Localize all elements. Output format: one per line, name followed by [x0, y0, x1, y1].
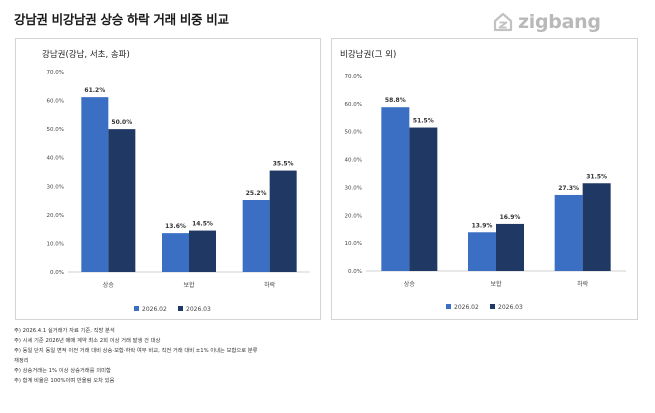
data-label: 13.6% — [165, 223, 186, 230]
y-tick-label: 30.0% — [345, 185, 362, 191]
bar — [496, 223, 524, 271]
y-tick-label: 10.0% — [345, 241, 362, 247]
x-tick-label: 상승 — [404, 280, 416, 288]
chart-title: 비강남권(그 외) — [340, 50, 397, 60]
y-tick-label: 0.0% — [348, 269, 362, 275]
y-tick-label: 70.0% — [345, 74, 362, 80]
y-tick-label: 60.0% — [345, 102, 362, 108]
x-tick-label: 하락 — [577, 280, 589, 288]
data-label: 27.3% — [558, 185, 579, 192]
data-label: 14.5% — [192, 221, 213, 228]
footnote: 주) 상승거래는 1% 이상 상승거래를 의미함 — [14, 368, 111, 374]
bar — [108, 129, 136, 272]
bar — [381, 107, 410, 271]
x-tick-label: 보합 — [490, 280, 502, 288]
data-label: 51.5% — [413, 118, 434, 125]
y-tick-label: 50.0% — [345, 130, 362, 136]
y-tick-label: 70.0% — [47, 70, 64, 76]
legend-swatch — [134, 306, 139, 311]
chart-panel-non-gangnam: 비강남권(그 외) 0.0% 10.0% 20.0% 30.0% 40.0% 50.0% 6… — [331, 38, 638, 320]
y-tick-label: 0.0% — [50, 270, 64, 276]
data-label: 50.0% — [111, 119, 132, 126]
legend-label: 2026.02 — [142, 306, 167, 313]
footnote: 주) 시세 기준 2026년 매매 계약 최소 2회 이상 거래 발생 건 대상 — [14, 338, 161, 344]
legend-swatch — [490, 304, 495, 309]
y-tick-label: 20.0% — [47, 213, 64, 219]
bar-chart-gangnam: 0.0% 10.0% 20.0% 30.0% 40.0% 50.0% 60.0% 70.0% 6… — [47, 70, 310, 313]
bar — [554, 194, 583, 271]
data-label: 61.2% — [84, 87, 105, 94]
bar — [81, 97, 109, 272]
chart-title: 강남권(강남, 서초, 송파) — [42, 50, 130, 60]
legend-swatch — [446, 304, 451, 309]
bar — [468, 232, 496, 271]
x-tick-label: 하락 — [264, 281, 276, 289]
y-tick-label: 30.0% — [47, 184, 64, 190]
x-tick-label: 상승 — [103, 281, 115, 289]
chart-panel-gangnam: 강남권(강남, 서초, 송파) 0.0% 10.0% 20.0% 30.0% 40.0%… — [15, 38, 321, 320]
bar — [269, 170, 297, 272]
bar — [189, 230, 216, 272]
data-label: 31.5% — [586, 173, 607, 180]
footnote: 재정리 — [14, 358, 29, 364]
data-label: 25.2% — [246, 190, 267, 197]
data-label: 58.8% — [385, 97, 406, 104]
legend-label: 2026.03 — [498, 304, 523, 311]
y-tick-label: 50.0% — [47, 127, 64, 133]
y-tick-label: 10.0% — [47, 241, 64, 247]
data-label: 35.5% — [273, 161, 294, 168]
legend-label: 2026.03 — [186, 306, 211, 313]
logo-text: zigbang — [518, 11, 601, 33]
footnote: 주) 2026.4.1 실거래가 자료 기준, 직방 분석 — [14, 328, 115, 334]
bar — [409, 127, 438, 272]
y-tick-label: 60.0% — [47, 99, 64, 105]
bar — [162, 233, 189, 272]
x-tick-label: 보합 — [183, 281, 195, 289]
legend-label: 2026.02 — [454, 304, 479, 311]
footnote: 주) 동일 단지 동일 면적 이전 거래 대비 상승·보합·하락 여부 비교, … — [14, 348, 258, 354]
bar — [582, 183, 611, 271]
page-title: 강남권 비강남권 상승 하락 거래 비중 비교 — [14, 12, 229, 27]
zigbang-logo: zigbang — [493, 11, 601, 33]
y-tick-label: 40.0% — [345, 158, 362, 164]
data-label: 13.9% — [472, 222, 493, 229]
data-label: 16.9% — [500, 214, 521, 221]
y-tick-label: 20.0% — [345, 213, 362, 219]
y-tick-label: 40.0% — [47, 156, 64, 162]
legend-swatch — [178, 306, 183, 311]
house-icon — [493, 12, 513, 32]
footnotes: 주) 2026.4.1 실거래가 자료 기준, 직방 분석 주) 시세 기준 2… — [14, 326, 644, 386]
bar — [242, 200, 270, 272]
footnote: 주) 합계 비율은 100%이며 반올림 오차 있음 — [14, 378, 115, 384]
bar-chart-non-gangnam: 0.0% 10.0% 20.0% 30.0% 40.0% 50.0% 60.0% 70.0% 5… — [345, 74, 626, 311]
